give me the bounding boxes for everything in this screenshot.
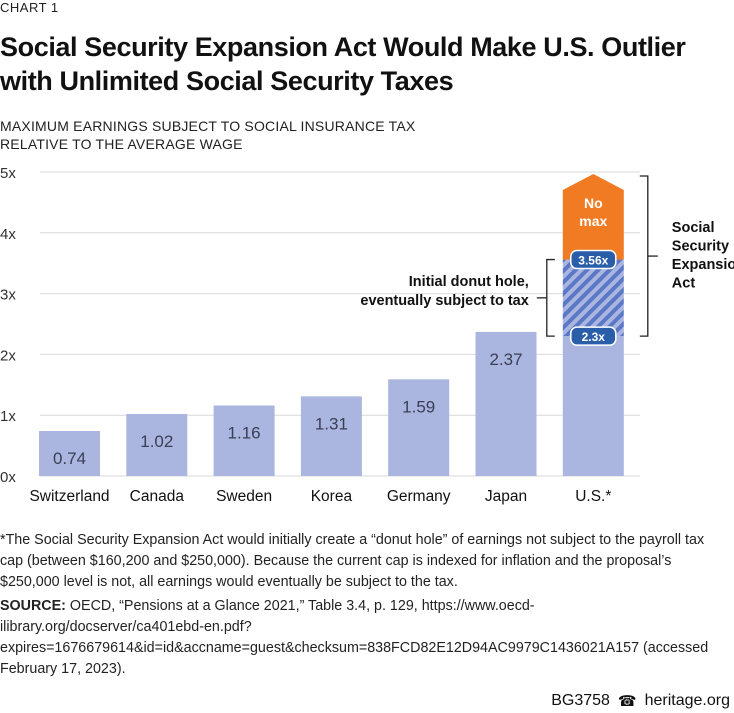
chart-subtitle: MAXIMUM EARNINGS SUBJECT TO SOCIAL INSUR… bbox=[0, 117, 415, 153]
x-tick-label: Sweden bbox=[216, 488, 272, 505]
act-label-line: Expansion bbox=[672, 257, 734, 273]
x-tick-label: Korea bbox=[311, 488, 353, 505]
bar-us-current bbox=[562, 336, 624, 476]
badge-3-56-bg bbox=[570, 249, 617, 270]
bar-value-label: 1.59 bbox=[402, 397, 435, 416]
chart-subtitle-line-1: MAXIMUM EARNINGS SUBJECT TO SOCIAL INSUR… bbox=[0, 118, 416, 134]
y-tick-label: 2x bbox=[0, 347, 16, 364]
x-tick-label: Japan bbox=[485, 488, 527, 505]
y-tick-label: 4x bbox=[0, 226, 16, 243]
act-bracket bbox=[639, 175, 649, 337]
donut-label-line-2: eventually subject to tax bbox=[360, 293, 528, 309]
donut-bracket bbox=[546, 258, 555, 337]
source-label: SOURCE: bbox=[0, 598, 66, 614]
x-tick-label: U.S.* bbox=[575, 488, 611, 505]
annotations: Initial donut hole, eventually subject to… bbox=[360, 175, 734, 337]
bar-value-label: 1.02 bbox=[140, 432, 173, 451]
bar-us-donut-hole bbox=[562, 259, 624, 337]
footer: BG3758 ☎ heritage.org bbox=[551, 692, 730, 710]
bar-value-label: 1.31 bbox=[315, 414, 348, 433]
act-label-line: Act bbox=[672, 276, 696, 292]
source-note: SOURCE: OECD, “Pensions at a Glance 2021… bbox=[0, 596, 728, 680]
x-tick-label: Germany bbox=[387, 488, 451, 505]
bars: 0.74 1.02 1.16 1.31 1.59 2.37 No max 3.56x 2.3x bbox=[39, 174, 624, 476]
bar-us-no-max bbox=[562, 174, 624, 260]
chart-title: Social Security Expansion Act Would Make… bbox=[0, 30, 730, 98]
bell-icon: ☎ bbox=[617, 693, 637, 710]
badge-2-3: 2.3x bbox=[582, 330, 606, 344]
bar bbox=[300, 396, 362, 476]
y-axis-ticks: 0x 1x 2x 3x 4x 5x bbox=[0, 165, 16, 486]
chart-title-line-1: Social Security Expansion Act Would Make… bbox=[0, 32, 686, 62]
donut-label-line-1: Initial donut hole, bbox=[409, 274, 529, 290]
bar-value-label: 1.16 bbox=[228, 423, 261, 442]
badge-3-56: 3.56x bbox=[578, 254, 608, 268]
act-label-line: Social bbox=[672, 220, 715, 236]
y-tick-label: 5x bbox=[0, 165, 16, 182]
bar bbox=[126, 413, 188, 476]
x-tick-label: Canada bbox=[130, 488, 185, 505]
chart-title-line-2: with Unlimited Social Security Taxes bbox=[0, 66, 454, 96]
bar bbox=[39, 431, 100, 476]
x-tick-label: Switzerland bbox=[29, 488, 109, 505]
no-max-label-line-1: No bbox=[584, 195, 603, 211]
site-link[interactable]: heritage.org bbox=[644, 692, 730, 709]
source-text: OECD, “Pensions at a Glance 2021,” Table… bbox=[0, 598, 709, 677]
badge-2-3-bg bbox=[570, 326, 617, 346]
footnote: *The Social Security Expansion Act would… bbox=[0, 532, 705, 590]
bar-chart: 0x 1x 2x 3x 4x 5x 0.74 1.02 1.16 1.31 1.59 2.37 No m… bbox=[0, 165, 734, 505]
no-max-label-line-2: max bbox=[579, 213, 607, 229]
chart-label: CHART 1 bbox=[0, 0, 59, 15]
y-tick-label: 1x bbox=[0, 408, 16, 425]
report-code: BG3758 bbox=[551, 692, 610, 709]
bar-value-label: 2.37 bbox=[489, 350, 522, 369]
bar bbox=[213, 405, 275, 476]
bar-value-label: 0.74 bbox=[53, 449, 86, 468]
chart-subtitle-line-2: RELATIVE TO THE AVERAGE WAGE bbox=[0, 136, 243, 152]
y-tick-label: 0x bbox=[0, 469, 16, 486]
act-label-line: Security bbox=[672, 239, 729, 255]
bar bbox=[388, 379, 450, 476]
x-axis-labels: Switzerland Canada Sweden Korea Germany Japan… bbox=[29, 488, 611, 505]
bar bbox=[475, 331, 537, 476]
y-tick-label: 3x bbox=[0, 287, 16, 304]
